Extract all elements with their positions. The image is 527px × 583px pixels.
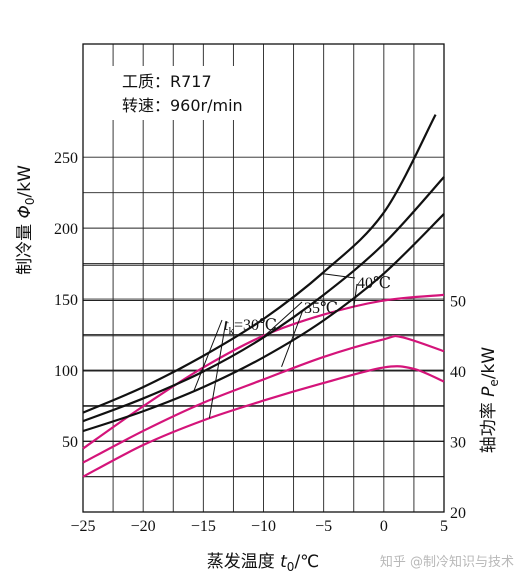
- y-left-axis-title: 制冷量 Φ0/kW: [15, 165, 37, 275]
- y-right-tick-label: 30: [450, 435, 466, 452]
- shaft-power-line-tk-35: [82, 334, 445, 464]
- label-tk-40: 40℃: [357, 275, 391, 292]
- y-left-tick-label: 100: [54, 363, 78, 380]
- y-right-tick-label: 40: [450, 364, 466, 381]
- y-right-axis-title: 轴功率 Pe/kW: [479, 347, 501, 454]
- x-tick-label: −10: [251, 518, 276, 535]
- grid-lines: [83, 44, 444, 512]
- x-axis-ticks: −25 −20 −15 −10 −5 0 5: [70, 518, 448, 535]
- label-leader-lines: [193, 273, 358, 419]
- x-tick-label: 5: [440, 518, 448, 535]
- x-tick-label: −5: [315, 518, 332, 535]
- y-left-tick-label: 150: [54, 292, 78, 309]
- watermark-text: 知乎 @制冷知识与技术: [380, 554, 514, 570]
- cooling-capacity-line-tk-30: [82, 213, 445, 433]
- leader-tk-30-cap: [193, 319, 223, 392]
- x-axis-title: 蒸发温度 t0/℃: [207, 552, 320, 574]
- y-left-axis-ticks: 50 100 150 200 250: [54, 150, 78, 451]
- note-speed: 转速：960r/min: [122, 96, 243, 115]
- y-left-tick-label: 200: [54, 221, 78, 238]
- leader-tk-40-pow: [353, 283, 358, 308]
- cooling-capacity-line-tk-40: [82, 114, 437, 414]
- leader-tk-35-pow: [281, 309, 304, 367]
- y-right-tick-label: 20: [450, 505, 466, 522]
- label-tk-30: tk=30℃: [224, 317, 277, 337]
- note-refrigerant: 工质：R717: [122, 72, 212, 91]
- x-tick-label: −20: [131, 518, 156, 535]
- x-tick-label: −25: [70, 518, 95, 535]
- leader-tk-35-cap: [260, 301, 303, 340]
- label-tk-35: 35℃: [304, 300, 338, 317]
- x-tick-label: −15: [191, 518, 216, 535]
- series-lines: [82, 114, 445, 478]
- plot-frame: [82, 43, 445, 513]
- x-tick-label: 0: [380, 518, 388, 535]
- notes-box: [112, 66, 262, 120]
- y-right-axis-ticks: 20 30 40 50: [450, 294, 466, 523]
- y-left-tick-label: 250: [54, 150, 78, 167]
- leader-tk-40-cap: [321, 273, 356, 279]
- leader-tk-30-pow: [208, 320, 227, 419]
- y-right-tick-label: 50: [450, 294, 466, 311]
- shaft-power-line-tk-30: [82, 365, 445, 478]
- cooling-capacity-line-tk-35: [82, 176, 445, 423]
- y-left-tick-label: 50: [62, 434, 78, 451]
- shaft-power-line-tk-40: [82, 293, 445, 450]
